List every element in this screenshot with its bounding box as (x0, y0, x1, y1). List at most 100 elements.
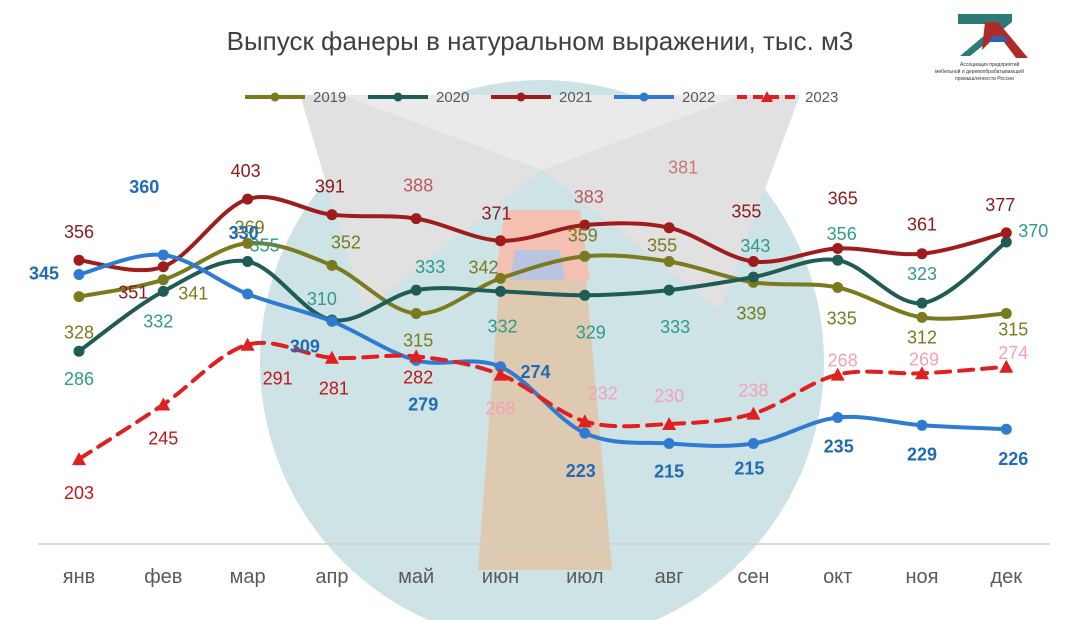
data-label-2021-май: 388 (403, 176, 433, 196)
data-label-2019-авг: 355 (647, 236, 677, 256)
legend-label-2019: 2019 (313, 89, 346, 106)
data-label-2022-июл: 223 (566, 461, 596, 481)
point-2020-июл (579, 289, 591, 301)
point-2021-июл (579, 219, 591, 231)
point-2023-окт (830, 367, 845, 381)
point-2020-сен (747, 271, 759, 283)
point-2022-фев (157, 249, 169, 261)
logo-caption-2: мебельной и деревообрабатывающей (935, 68, 1024, 75)
data-label-2019-янв: 328 (64, 323, 94, 343)
data-label-2019-мар: 369 (235, 217, 265, 237)
data-label-2022-авг: 215 (654, 462, 684, 482)
point-2021-апр (326, 209, 338, 221)
data-label-2020-окт: 356 (827, 224, 857, 244)
point-2022-янв (73, 269, 85, 280)
legend-marker-2019 (270, 92, 280, 102)
data-label-2019-сен: 339 (736, 303, 766, 323)
data-label-2021-мар: 403 (231, 161, 261, 181)
data-label-2020-июн: 332 (487, 316, 517, 336)
logo-caption-1: Ассоциация предприятий (960, 61, 1020, 68)
series-line-2021 (77, 195, 1009, 273)
data-label-2023-май: 282 (403, 367, 433, 387)
point-2021-сен (747, 256, 759, 267)
data-label-2022-июн: 274 (520, 362, 550, 382)
point-2019-фев (157, 274, 169, 286)
point-2019-дек (1000, 308, 1012, 319)
data-label-2019-апр: 352 (331, 232, 361, 252)
point-2021-мар (242, 193, 254, 205)
watermark (260, 80, 824, 620)
series-markers (72, 193, 1014, 466)
legend-label-2023: 2023 (805, 89, 838, 106)
x-tick-label-ноя: ноя (906, 566, 939, 588)
data-label-2022-май: 279 (408, 394, 438, 414)
point-2019-май (410, 308, 422, 319)
legend: 2019 2020 2021 2022 2023 (245, 89, 838, 106)
data-label-2021-дек: 377 (985, 195, 1015, 215)
series-line-2020 (77, 240, 1009, 354)
point-2022-апр (326, 315, 338, 327)
series-line-2023 (77, 340, 1009, 462)
series-line-2019 (77, 241, 1009, 321)
point-2020-авг (663, 284, 675, 296)
x-tick-label-окт: окт (823, 566, 852, 588)
data-label-2022-апр: 309 (290, 336, 320, 356)
x-tick-label-июн: июн (482, 566, 519, 588)
point-2022-июл (579, 427, 591, 439)
data-label-2020-май: 333 (415, 257, 445, 277)
data-label-2021-июн: 371 (481, 204, 511, 224)
legend-marker-2021 (516, 92, 526, 102)
data-label-2019-июл: 359 (568, 225, 598, 245)
point-2023-май (409, 349, 424, 363)
data-label-2019-дек: 315 (998, 320, 1028, 340)
data-label-2022-окт: 235 (824, 437, 854, 457)
data-label-2022-сен: 215 (734, 459, 764, 479)
data-label-2022-фев: 360 (129, 177, 159, 197)
data-label-2019-ноя: 312 (907, 327, 937, 347)
point-2020-июн (495, 285, 506, 297)
data-label-2023-фев: 245 (148, 429, 178, 449)
data-label-2020-апр: 310 (307, 289, 337, 309)
legend-label-2020: 2020 (436, 89, 469, 106)
point-2019-ноя (916, 311, 928, 323)
data-label-2023-июн: 268 (485, 399, 515, 419)
data-label-2020-мар: 355 (250, 236, 280, 256)
data-label-2020-авг: 333 (660, 317, 690, 337)
data-label-2023-мар: 291 (263, 369, 293, 389)
point-2020-окт (832, 254, 844, 266)
point-2022-авг (663, 438, 675, 449)
data-label-2023-окт: 268 (828, 351, 858, 371)
point-2023-июл (577, 414, 592, 428)
data-labels: 328 341 369 352 315 342 359 355 339 335 312 315 286 3… (29, 158, 1048, 503)
chart-title: Выпуск фанеры в натуральном выражении, т… (227, 26, 854, 56)
x-tick-label-фев: фев (144, 566, 182, 588)
x-tick-label-май: май (398, 566, 434, 588)
x-tick-label-сен: сен (737, 566, 769, 588)
data-label-2020-янв: 286 (64, 369, 94, 389)
point-2019-июл (579, 250, 591, 262)
point-2023-сен (746, 406, 761, 420)
data-label-2019-июн: 342 (468, 257, 498, 277)
x-tick-label-авг: авг (655, 566, 684, 588)
logo: Ассоциация предприятий мебельной и дерев… (935, 14, 1028, 82)
point-2019-мар (242, 237, 254, 249)
x-tick-label-апр: апр (315, 566, 348, 588)
data-label-2019-май: 315 (403, 331, 433, 351)
point-2019-янв (73, 291, 85, 303)
data-label-2023-авг: 230 (654, 386, 684, 406)
data-label-2021-апр: 391 (315, 177, 345, 197)
data-label-2020-июл: 329 (576, 322, 606, 342)
point-2019-апр (326, 259, 338, 271)
point-2023-фев (156, 397, 171, 411)
series-lines (77, 195, 1009, 462)
point-2021-авг (663, 222, 675, 234)
point-2022-дек (1000, 423, 1012, 435)
data-label-2021-окт: 365 (828, 189, 858, 209)
x-tick-labels: янв фев мар апр май июн июл авг сен окт ноя дек (63, 566, 1023, 588)
data-label-2022-дек: 226 (998, 449, 1028, 469)
point-2022-ноя (916, 419, 928, 431)
x-tick-label-дек: дек (991, 566, 1023, 588)
data-label-2023-ноя: 269 (909, 349, 939, 369)
data-label-2021-ноя: 361 (907, 215, 937, 235)
